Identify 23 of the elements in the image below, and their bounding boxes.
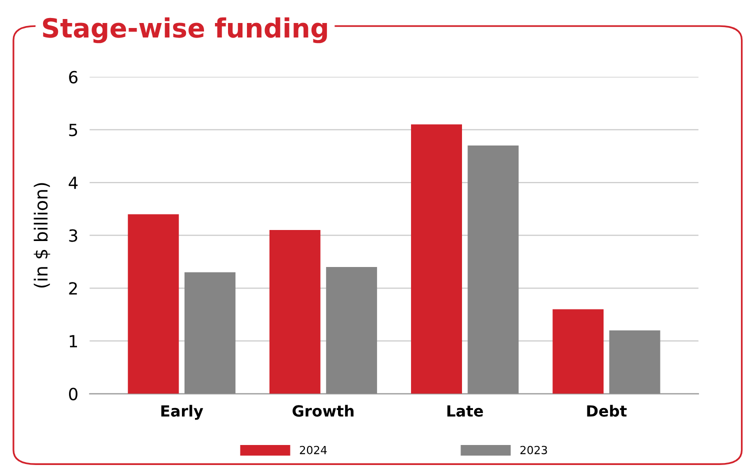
y-axis-title: (in $ billion) bbox=[34, 183, 50, 288]
bar bbox=[411, 124, 462, 394]
x-tick-label: Early bbox=[161, 404, 204, 420]
y-tick-label: 5 bbox=[69, 124, 78, 136]
bar bbox=[128, 214, 179, 394]
bar bbox=[184, 272, 236, 394]
y-tick-label: 2 bbox=[69, 282, 77, 294]
y-tick-label: 4 bbox=[68, 176, 78, 189]
bar bbox=[269, 230, 320, 394]
y-tick-label: 1 bbox=[70, 335, 77, 348]
chart-title: Stage-wise funding bbox=[42, 17, 327, 44]
y-tick-label: 3 bbox=[69, 229, 78, 242]
bar bbox=[609, 330, 660, 394]
y-tick-label: 0 bbox=[69, 388, 78, 400]
y-tick-label: 6 bbox=[69, 70, 78, 84]
x-tick-label: Late bbox=[447, 405, 483, 417]
bar bbox=[326, 267, 378, 394]
bar bbox=[468, 146, 519, 394]
bar bbox=[552, 309, 604, 394]
legend-label: 2024 bbox=[300, 446, 327, 454]
x-tick-label: Debt bbox=[587, 404, 627, 417]
legend-label: 2023 bbox=[520, 446, 547, 454]
x-tick-label: Growth bbox=[292, 404, 354, 417]
